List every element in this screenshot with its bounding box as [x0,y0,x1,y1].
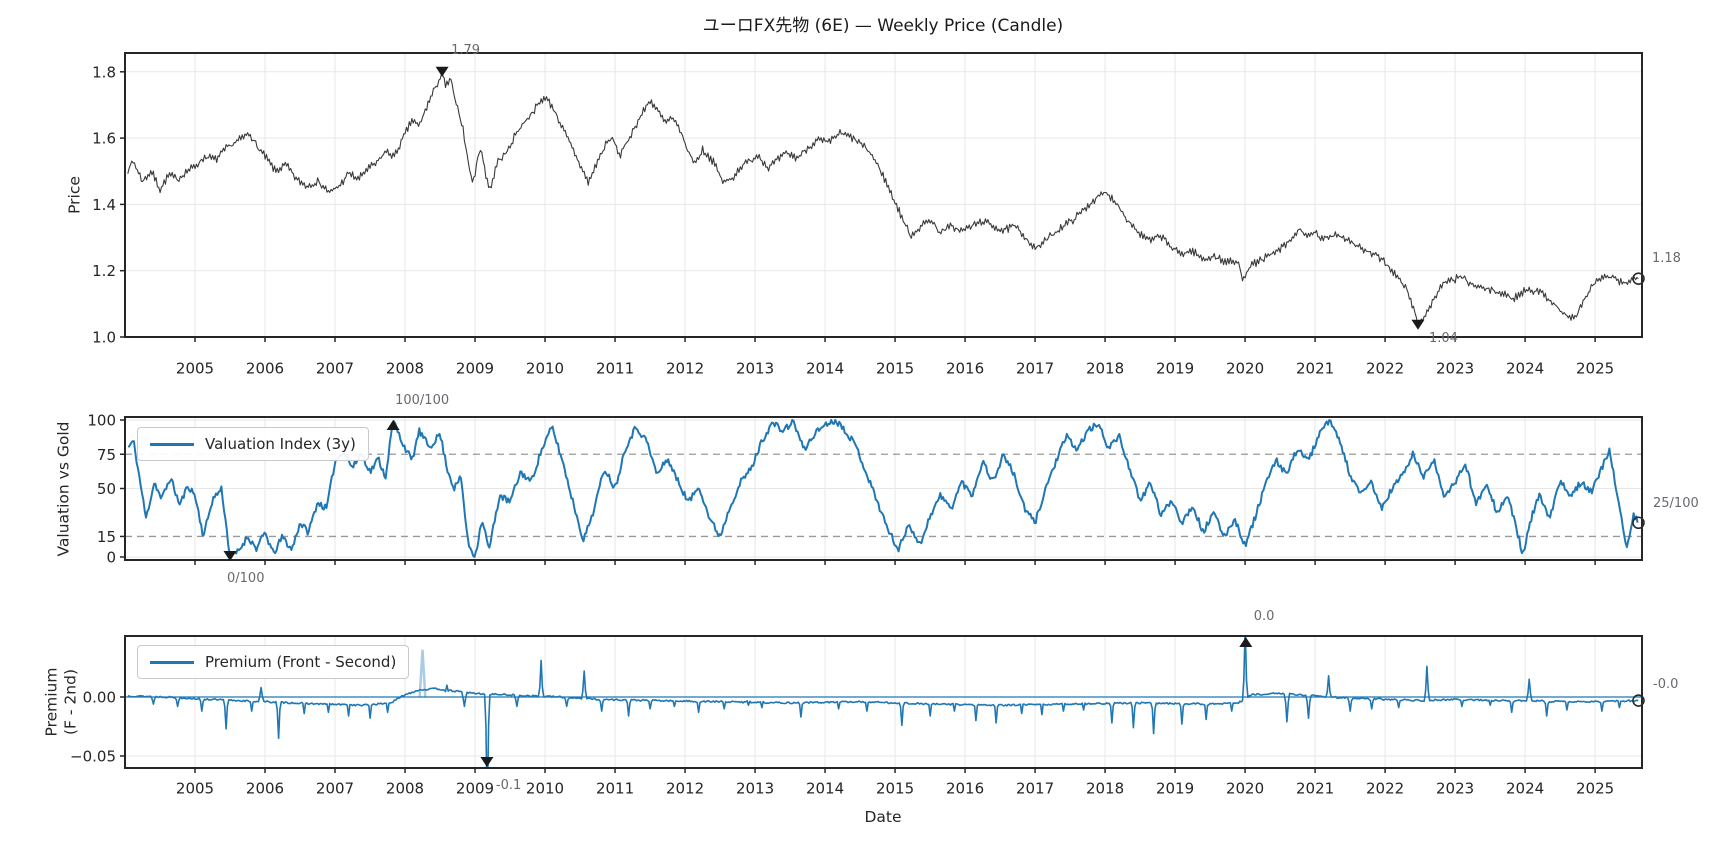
x-tick-label: 2018 [1086,360,1124,378]
x-tick-label: 2016 [946,780,984,798]
x-tick-label: 2015 [876,780,914,798]
valuation-legend: Valuation Index (3y) [137,427,369,461]
panel-border [124,52,1643,338]
x-tick-label: 2024 [1506,360,1544,378]
x-tick-label: 2011 [596,780,634,798]
premium-down-arrow-marker [480,757,494,767]
x-tick-label: 2021 [1296,780,1334,798]
premium-legend-line-icon [150,660,194,664]
price-down-arrow-marker [435,66,449,77]
x-tick-label: 2020 [1226,360,1264,378]
premium-up-arrow-marker [1239,637,1253,647]
price-max-annotation: 1.79 [451,42,481,58]
x-tick-label: 2006 [246,360,284,378]
valuation-y-tick-label: 0 [106,548,116,566]
x-tick-label: 2008 [386,360,424,378]
valuation-y-tick-label: 75 [97,446,116,464]
valuation-y-tick-label: 100 [87,412,116,430]
x-tick-label: 2022 [1366,780,1404,798]
x-tick-label: 2014 [806,780,844,798]
valuation-last-annotation: 25/100 [1653,496,1699,511]
premium-last-value-marker [1632,694,1645,707]
valuation-series-line [127,419,1639,558]
price-last-annotation: 1.18 [1652,250,1681,266]
valuation-max-annotation: 100/100 [395,393,450,408]
x-tick-label: 2019 [1156,360,1194,378]
x-tick-label: 2005 [176,360,214,378]
price-series-line [127,73,1639,324]
x-tick-label: 2025 [1576,360,1614,378]
x-tick-label: 2011 [596,360,634,378]
price-down-arrow-marker [1411,319,1425,330]
valuation-y-tick-label: 50 [97,480,116,498]
x-tick-label: 2010 [526,360,564,378]
x-tick-label: 2014 [806,360,844,378]
price-y-tick-label: 1.2 [92,262,116,280]
valuation-down-arrow-marker [223,550,237,561]
x-tick-label: 2012 [666,360,704,378]
premium-legend-label: Premium (Front - Second) [205,653,397,671]
x-tick-label: 2015 [876,360,914,378]
x-tick-label: 2019 [1156,780,1194,798]
x-tick-label: 2021 [1296,360,1334,378]
chart-title: ユーロFX先物 (6E) — Weekly Price (Candle) [702,16,1064,36]
x-tick-label: 2010 [526,780,564,798]
x-tick-label: 2007 [316,360,354,378]
premium-y-axis-label: Premium (F - 2nd) [42,667,80,737]
x-tick-label: 2024 [1506,780,1544,798]
x-tick-label: 2018 [1086,780,1124,798]
valuation-y-axis-label: Valuation vs Gold [54,421,73,557]
x-tick-label: 2017 [1016,360,1054,378]
premium-y-tick-label: 0.00 [83,688,116,706]
x-tick-label: 2005 [176,780,214,798]
x-tick-label: 2022 [1366,360,1404,378]
x-tick-label: 2008 [386,780,424,798]
price-last-value-marker [1632,272,1645,285]
price-y-tick-label: 1.0 [92,329,116,347]
price-min-annotation: 1.04 [1428,330,1458,346]
premium-legend: Premium (Front - Second) [137,645,410,679]
x-tick-label: 2017 [1016,780,1054,798]
x-tick-label: 2023 [1436,360,1474,378]
premium-series-line [127,636,1639,768]
x-tick-label: 2023 [1436,780,1474,798]
valuation-min-annotation: 0/100 [227,570,265,586]
x-tick-label: 2016 [946,360,984,378]
valuation-legend-line-icon [150,442,194,446]
premium-last-annotation: -0.0 [1653,676,1679,692]
valuation-y-tick-label: 15 [97,528,116,546]
x-tick-label: 2009 [456,780,494,798]
date-x-axis-label: Date [864,808,902,826]
x-tick-label: 2009 [456,360,494,378]
valuation-last-value-marker [1632,516,1645,530]
valuation-legend-label: Valuation Index (3y) [205,435,356,453]
valuation-up-arrow-marker [386,420,400,431]
price-y-tick-label: 1.4 [92,196,116,214]
premium-y-tick-label: −0.05 [70,747,116,765]
x-tick-label: 2025 [1576,780,1614,798]
price-y-tick-label: 1.6 [92,130,116,148]
x-tick-label: 2006 [246,780,284,798]
x-tick-label: 2013 [736,780,774,798]
price-y-axis-label: Price [65,176,84,214]
panel-border [124,635,1643,769]
x-tick-label: 2013 [736,360,774,378]
x-tick-label: 2012 [666,780,704,798]
premium-max-annotation: 0.0 [1253,609,1275,624]
price-y-tick-label: 1.8 [92,63,116,81]
premium-min-annotation: -0.1 [495,778,522,793]
x-tick-label: 2007 [316,780,354,798]
x-tick-label: 2020 [1226,780,1264,798]
premium-light-spike [418,649,427,698]
